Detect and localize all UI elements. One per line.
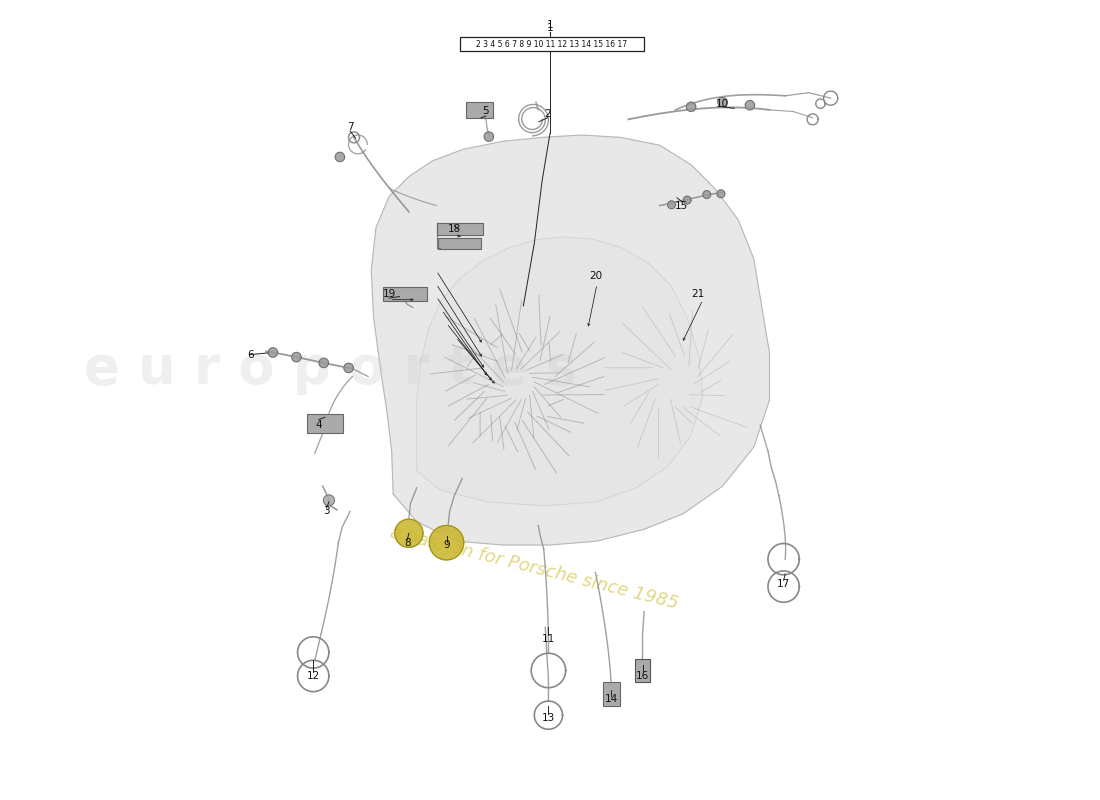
Text: 13: 13 [542,713,556,722]
Bar [460,37,645,51]
Text: 19: 19 [383,289,396,299]
Polygon shape [402,526,417,541]
Polygon shape [292,353,301,362]
Text: 7: 7 [346,122,353,132]
Text: 3: 3 [323,506,330,516]
Polygon shape [668,201,675,209]
Polygon shape [319,358,329,368]
Text: 20: 20 [588,271,602,281]
Polygon shape [484,132,494,142]
Text: 21: 21 [691,289,704,299]
Polygon shape [336,152,344,162]
Bar [307,414,342,434]
Polygon shape [686,102,696,111]
Polygon shape [683,196,691,204]
Text: e u r o p o r t e s: e u r o p o r t e s [84,342,578,394]
Text: 12: 12 [307,671,320,681]
Polygon shape [437,534,455,552]
Text: 8: 8 [404,538,410,548]
Text: 10: 10 [716,98,729,109]
Polygon shape [429,526,464,560]
Bar [635,658,650,682]
Text: 1: 1 [547,22,553,33]
Bar [384,287,427,302]
Bar [437,223,483,235]
Text: a passion for Porsche since 1985: a passion for Porsche since 1985 [388,524,681,613]
Text: 16: 16 [636,671,649,681]
Polygon shape [703,190,711,198]
Polygon shape [717,190,725,198]
Polygon shape [371,135,770,545]
Text: 5: 5 [483,106,490,117]
Bar [438,238,482,249]
Text: 17: 17 [777,579,790,590]
Polygon shape [417,237,703,506]
Text: 9: 9 [443,540,450,550]
Text: 1: 1 [547,20,553,30]
Polygon shape [395,519,424,547]
Bar [465,102,493,118]
Text: 6: 6 [248,350,254,359]
Text: 11: 11 [542,634,556,644]
Polygon shape [323,495,334,506]
Text: 14: 14 [605,694,618,705]
Bar [603,682,619,706]
Polygon shape [268,348,277,357]
Polygon shape [718,98,727,106]
Text: 15: 15 [675,201,689,210]
Text: 2: 2 [544,109,551,119]
Text: 4: 4 [316,420,322,430]
Text: 18: 18 [448,224,461,234]
Polygon shape [344,363,353,373]
Polygon shape [745,101,755,110]
Text: 2 3 4 5 6 7 8 9 10 11 12 13 14 15 16 17: 2 3 4 5 6 7 8 9 10 11 12 13 14 15 16 17 [476,39,627,49]
